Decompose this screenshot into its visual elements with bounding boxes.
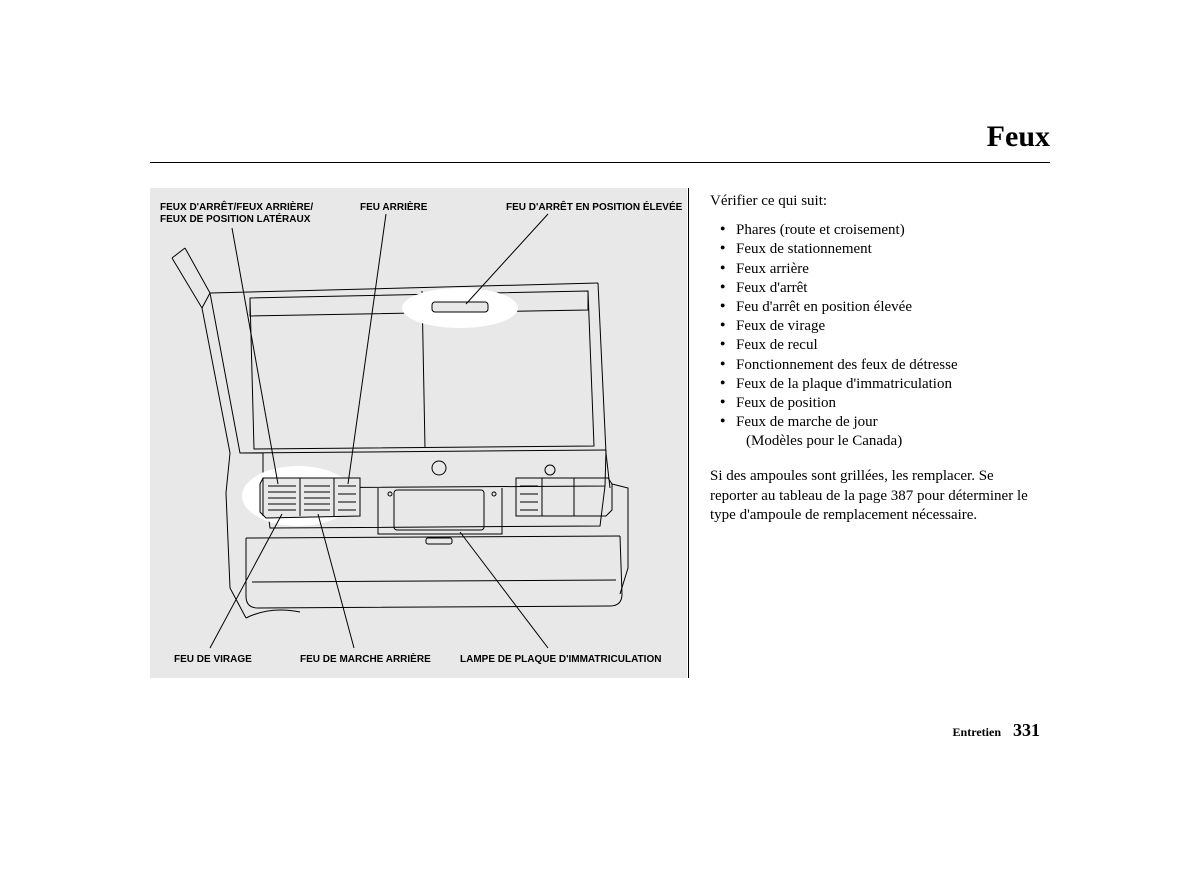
footer-section: Entretien bbox=[953, 725, 1001, 739]
list-item: Feux de position bbox=[726, 394, 1040, 413]
footer-page-number: 331 bbox=[1013, 720, 1040, 740]
page: Feux FEUX D'ARRÊT/FEUX ARRIÈRE/ FEUX DE … bbox=[0, 0, 1200, 892]
list-item-text: Feux de marche de jour bbox=[736, 414, 878, 430]
list-item: Phares (route et croisement) bbox=[726, 221, 1040, 240]
text-column: Vérifier ce qui suit: Phares (route et c… bbox=[710, 192, 1040, 525]
vehicle-rear-svg bbox=[150, 188, 687, 678]
list-item: Fonctionnement des feux de détresse bbox=[726, 356, 1040, 375]
list-item: Feu d'arrêt en position élevée bbox=[726, 298, 1040, 317]
list-item: Feux arrière bbox=[726, 260, 1040, 279]
column-divider bbox=[688, 188, 689, 678]
list-item: Feux de marche de jour (Modèles pour le … bbox=[726, 413, 1040, 451]
page-title: Feux bbox=[987, 120, 1050, 154]
intro-text: Vérifier ce qui suit: bbox=[710, 192, 1040, 211]
paragraph: Si des ampoules sont grillées, les rempl… bbox=[710, 467, 1040, 525]
list-item: Feux de stationnement bbox=[726, 240, 1040, 259]
horizontal-rule bbox=[150, 162, 1050, 163]
list-item: Feux de recul bbox=[726, 336, 1040, 355]
page-footer: Entretien 331 bbox=[710, 720, 1040, 741]
rear-lights-diagram: FEUX D'ARRÊT/FEUX ARRIÈRE/ FEUX DE POSIT… bbox=[150, 188, 687, 678]
list-item: Feux de virage bbox=[726, 317, 1040, 336]
check-list: Phares (route et croisement) Feux de sta… bbox=[710, 221, 1040, 451]
list-item-subnote: (Modèles pour le Canada) bbox=[736, 432, 1040, 451]
list-item: Feux de la plaque d'immatriculation bbox=[726, 375, 1040, 394]
list-item: Feux d'arrêt bbox=[726, 279, 1040, 298]
